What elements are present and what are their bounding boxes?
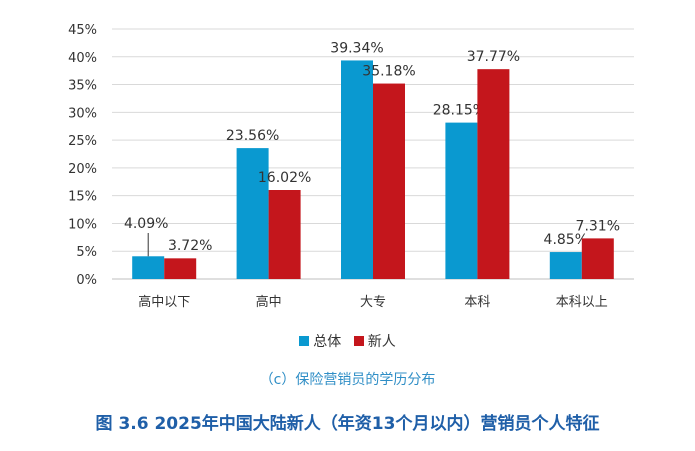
y-tick-label: 35% <box>68 79 97 94</box>
chart-subcaption: （c）保险营销员的学历分布 <box>259 372 436 388</box>
bar-series-1 <box>132 256 165 279</box>
data-label-series-1: 39.34% <box>330 40 383 56</box>
y-tick-label: 10% <box>68 217 97 232</box>
bar-series-1 <box>549 252 582 279</box>
data-label-series-2: 7.31% <box>576 218 620 234</box>
bar-series-2 <box>268 190 301 279</box>
data-label-series-1: 4.09% <box>124 216 168 232</box>
bar-series-1 <box>341 60 373 279</box>
bar-series-2 <box>477 69 510 280</box>
bar-series-1 <box>445 122 478 279</box>
x-tick-label: 大专 <box>360 295 386 310</box>
data-label-series-2: 3.72% <box>168 238 212 254</box>
data-label-series-2: 16.02% <box>258 170 311 186</box>
bar-series-1 <box>236 148 269 279</box>
x-tick-label: 高中以下 <box>138 294 190 310</box>
y-tick-label: 20% <box>68 162 97 177</box>
data-label-series-2: 37.77% <box>467 49 520 65</box>
legend: 总体 新人 <box>0 331 695 351</box>
y-tick-label: 25% <box>68 134 97 149</box>
legend-item-series-2: 新人 <box>353 331 396 351</box>
legend-swatch-series-1 <box>299 336 310 346</box>
legend-swatch-series-2 <box>353 336 364 346</box>
y-tick-label: 15% <box>68 190 97 205</box>
y-tick-label: 0% <box>76 273 97 288</box>
x-tick-label: 本科 <box>464 295 490 310</box>
y-tick-label: 45% <box>68 23 97 38</box>
data-label-series-1: 4.85% <box>544 232 588 248</box>
data-label-series-1: 23.56% <box>226 128 279 144</box>
bar-series-2 <box>581 238 614 279</box>
y-tick-label: 30% <box>68 106 97 121</box>
legend-item-series-1: 总体 <box>299 331 341 351</box>
y-tick-label: 5% <box>76 245 97 260</box>
figure-caption: 图 3.6 2025年中国大陆新人（年资13个月以内）营销员个人特征 <box>95 414 600 434</box>
x-tick-label: 本科以上 <box>556 295 608 310</box>
data-label-series-2: 35.18% <box>362 64 415 80</box>
data-label-series-1: 28.15% <box>433 103 486 119</box>
legend-label-series-2: 新人 <box>367 334 396 350</box>
bar-chart: 0% 5% 10% 15% 20% 25% 30% 35% 40% 45% 高中以下 4.09%3.7… <box>68 23 634 310</box>
bar-series-2 <box>373 83 405 279</box>
y-tick-label: 40% <box>68 51 97 66</box>
x-tick-label: 高中 <box>256 294 282 310</box>
legend-label-series-1: 总体 <box>313 334 342 350</box>
bar-series-2 <box>164 258 197 279</box>
